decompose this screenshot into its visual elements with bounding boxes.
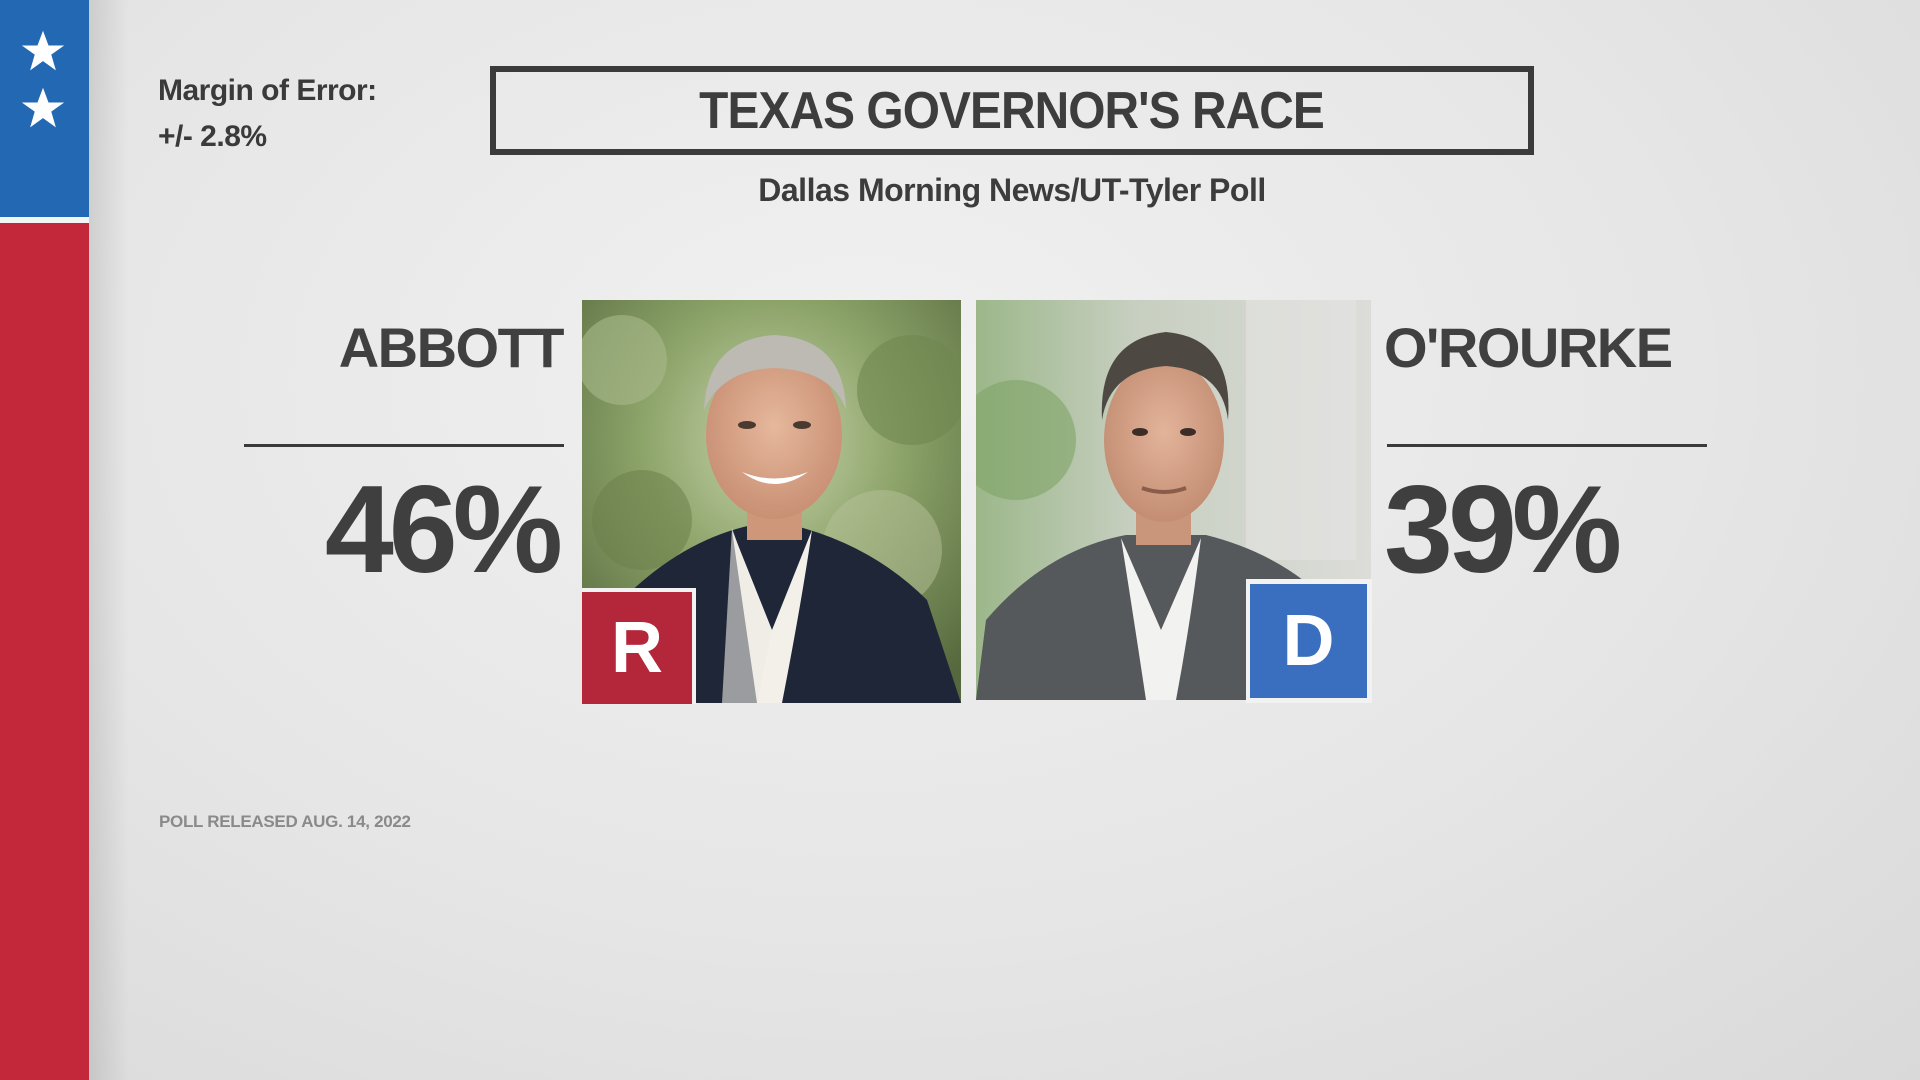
- poll-release-date: POLL RELEASED AUG. 14, 2022: [159, 812, 411, 831]
- margin-of-error-value: +/- 2.8%: [158, 120, 267, 153]
- divider-left: [244, 444, 564, 447]
- party-badge-democrat: D: [1246, 579, 1372, 703]
- candidate-percent-abbott: 46%: [324, 461, 563, 599]
- title-box: TEXAS GOVERNOR'S RACE: [490, 66, 1534, 155]
- candidate-name-orourke: O'ROURKE: [1384, 316, 1673, 379]
- candidate-percent-orourke: 39%: [1384, 461, 1622, 599]
- divider-right: [1387, 444, 1707, 447]
- margin-of-error-label: Margin of Error:: [158, 74, 377, 107]
- star-icon: [20, 28, 66, 74]
- candidate-photo-orourke: [976, 300, 1371, 700]
- star-icon: [20, 85, 66, 131]
- candidate-name-abbott: ABBOTT: [338, 316, 565, 379]
- poll-source: Dallas Morning News/UT-Tyler Poll: [758, 172, 1266, 208]
- flag-divider: [0, 217, 89, 223]
- flag-shadow: [89, 0, 129, 1080]
- page-title: TEXAS GOVERNOR'S RACE: [699, 81, 1326, 140]
- candidate-photo-abbott: [582, 300, 961, 703]
- flag-red-stripe: [0, 223, 89, 1080]
- party-badge-republican: R: [582, 588, 696, 704]
